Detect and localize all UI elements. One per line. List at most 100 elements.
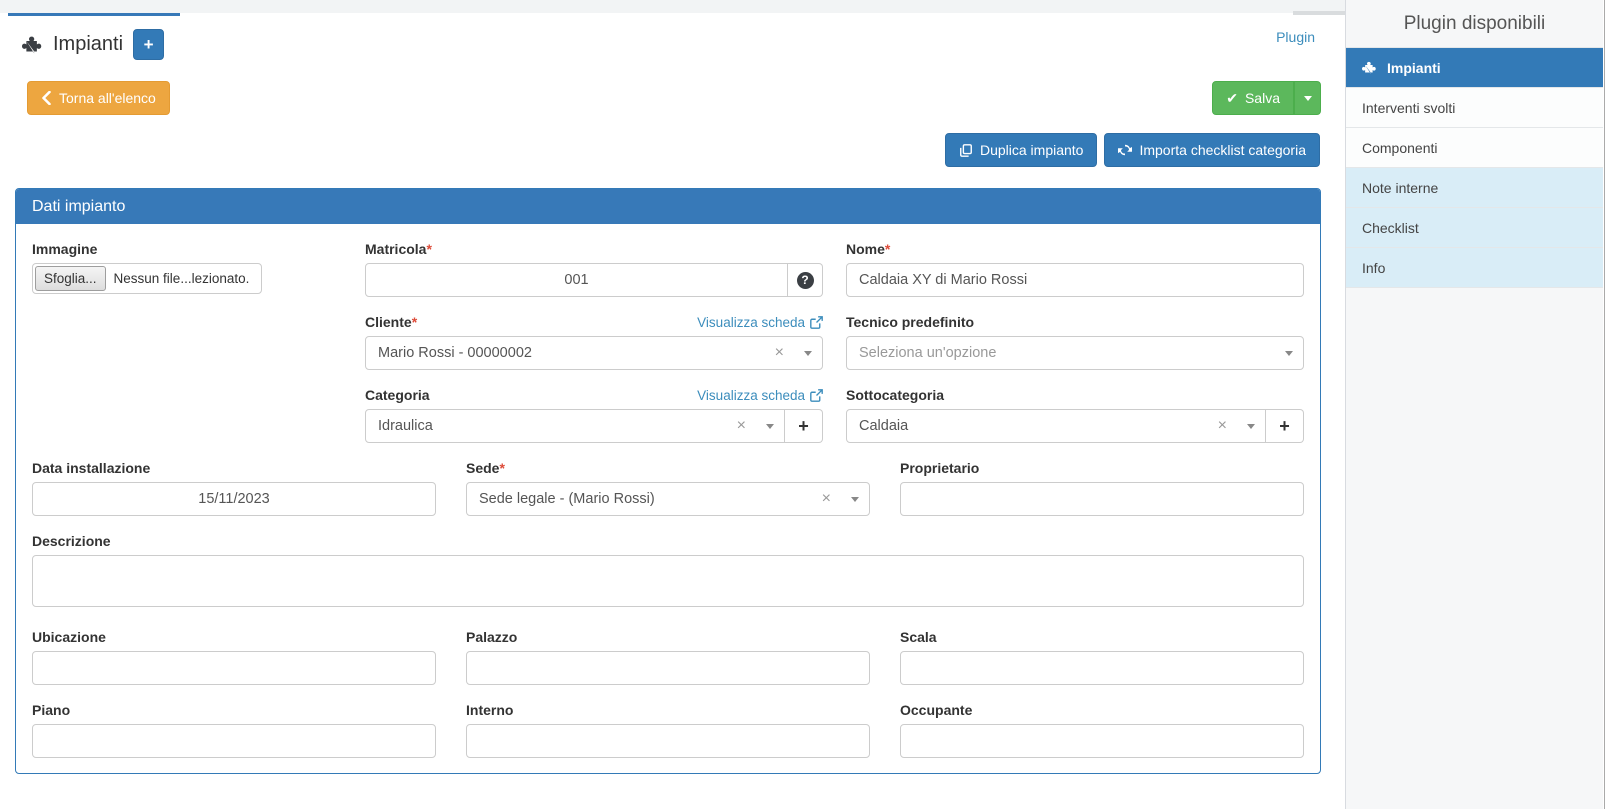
plugin-link[interactable]: Plugin: [1276, 29, 1315, 45]
descrizione-label: Descrizione: [32, 533, 111, 549]
duplicate-button-label: Duplica impianto: [979, 142, 1084, 158]
categoria-selected-value: Idraulica: [378, 418, 433, 434]
scala-label: Scala: [900, 629, 937, 645]
external-link-icon: [810, 315, 823, 329]
external-link-icon: [810, 388, 823, 402]
top-strip: [0, 0, 1345, 13]
panel-title: Dati impianto: [16, 189, 1320, 224]
palazzo-input[interactable]: [466, 651, 870, 685]
save-button[interactable]: ✔ Salva: [1212, 81, 1294, 115]
toolbar: Torna all'elenco ✔ Salva: [27, 81, 1321, 115]
sidebar-item-label: Componenti: [1362, 139, 1438, 156]
sidebar-items: Impianti Interventi svolti Componenti No…: [1346, 47, 1603, 288]
caret-down-icon: [1285, 350, 1293, 356]
plus-icon: +: [1279, 416, 1290, 436]
dati-impianto-panel: Dati impianto Immagine Sfoglia... Nessun…: [15, 188, 1321, 774]
scrollbar[interactable]: [1604, 0, 1609, 809]
descrizione-textarea[interactable]: [32, 555, 1304, 607]
duplicate-button[interactable]: Duplica impianto: [944, 133, 1098, 167]
caret-down-icon: [851, 496, 859, 502]
clear-icon[interactable]: ×: [774, 344, 784, 361]
plugin-tab-border: [1293, 11, 1345, 15]
required-marker: *: [884, 241, 891, 257]
question-circle-icon: ?: [796, 271, 814, 289]
categoria-view-link[interactable]: Visualizza scheda: [697, 388, 823, 403]
clear-icon[interactable]: ×: [736, 417, 746, 434]
sottocategoria-select[interactable]: Caldaia ×: [846, 409, 1266, 443]
tab-title: Impianti: [53, 33, 124, 55]
cliente-selected-value: Mario Rossi - 00000002: [378, 345, 532, 361]
palazzo-label: Palazzo: [466, 629, 518, 645]
sidebar-item-impianti[interactable]: Impianti: [1346, 48, 1603, 88]
piano-label: Piano: [32, 702, 71, 718]
cliente-view-link[interactable]: Visualizza scheda: [697, 315, 823, 330]
refresh-icon: [1118, 143, 1133, 157]
clear-icon[interactable]: ×: [1217, 417, 1227, 434]
required-marker: *: [499, 460, 505, 476]
browse-button[interactable]: Sfoglia...: [35, 266, 106, 291]
required-marker: *: [426, 241, 432, 257]
plus-icon: +: [798, 416, 809, 436]
tecnico-label: Tecnico predefinito: [846, 314, 975, 330]
sidebar-item-note-interne[interactable]: Note interne: [1346, 168, 1603, 208]
sede-select[interactable]: Sede legale - (Mario Rossi) ×: [466, 482, 870, 516]
file-selected-text: Nessun file...lezionato.: [113, 271, 250, 286]
sede-selected-value: Sede legale - (Mario Rossi): [479, 491, 655, 507]
caret-down-icon: [766, 423, 774, 429]
add-tab-button[interactable]: +: [133, 29, 165, 60]
clear-icon[interactable]: ×: [821, 490, 831, 507]
add-sottocategoria-button[interactable]: +: [1266, 409, 1304, 443]
matricola-help-addon[interactable]: ?: [788, 263, 823, 297]
occupante-label: Occupante: [900, 702, 973, 718]
sidebar-item-interventi-svolti[interactable]: Interventi svolti: [1346, 88, 1603, 128]
sidebar-item-label: Interventi svolti: [1362, 99, 1456, 116]
plugins-sidebar: Plugin disponibili Impianti Interventi s…: [1345, 0, 1603, 809]
save-button-label: Salva: [1244, 90, 1280, 106]
immagine-label: Immagine: [32, 241, 98, 257]
categoria-select[interactable]: Idraulica ×: [365, 409, 785, 443]
copy-icon: [959, 143, 973, 158]
piano-input[interactable]: [32, 724, 436, 758]
sottocategoria-selected-value: Caldaia: [859, 418, 909, 434]
secondary-actions: Duplica impianto Importa checklist categ…: [944, 133, 1320, 167]
data-installazione-input[interactable]: [32, 482, 436, 516]
sidebar-item-info[interactable]: Info: [1346, 248, 1603, 288]
save-dropdown-button[interactable]: [1294, 81, 1321, 115]
caret-down-icon: [1303, 95, 1312, 101]
check-icon: ✔: [1226, 89, 1238, 106]
sidebar-item-componenti[interactable]: Componenti: [1346, 128, 1603, 168]
main-content: Impianti + Plugin Torna all'elenco ✔ Sal…: [0, 0, 1345, 774]
sidebar-item-label: Note interne: [1362, 179, 1439, 196]
occupante-input[interactable]: [900, 724, 1304, 758]
back-button-label: Torna all'elenco: [59, 90, 156, 106]
interno-label: Interno: [466, 702, 514, 718]
caret-down-icon: [804, 350, 812, 356]
nome-input[interactable]: [846, 263, 1304, 297]
categoria-label: Categoria: [365, 387, 430, 403]
immagine-file-input[interactable]: Sfoglia... Nessun file...lezionato.: [32, 263, 262, 294]
plus-icon: +: [143, 34, 154, 54]
cliente-select[interactable]: Mario Rossi - 00000002 ×: [365, 336, 823, 370]
add-categoria-button[interactable]: +: [785, 409, 823, 443]
ubicazione-input[interactable]: [32, 651, 436, 685]
caret-down-icon: [1247, 423, 1255, 429]
chevron-left-icon: [41, 91, 52, 105]
required-marker: *: [411, 314, 418, 330]
puzzle-icon: [22, 34, 43, 55]
matricola-input[interactable]: [365, 263, 788, 297]
nome-label: Nome*: [846, 241, 891, 257]
sidebar-title: Plugin disponibili: [1403, 13, 1546, 34]
sottocategoria-label: Sottocategoria: [846, 387, 945, 403]
matricola-label: Matricola*: [365, 241, 432, 257]
import-checklist-button[interactable]: Importa checklist categoria: [1104, 133, 1320, 167]
panel-body: Immagine Sfoglia... Nessun file...lezion…: [16, 224, 1320, 775]
back-to-list-button[interactable]: Torna all'elenco: [27, 81, 170, 115]
proprietario-input[interactable]: [900, 482, 1304, 516]
interno-input[interactable]: [466, 724, 870, 758]
tab-impianti[interactable]: Impianti +: [8, 13, 180, 73]
sidebar-item-checklist[interactable]: Checklist: [1346, 208, 1603, 248]
tecnico-select[interactable]: Seleziona un'opzione: [846, 336, 1304, 370]
scala-input[interactable]: [900, 651, 1304, 685]
sidebar-item-label: Checklist: [1362, 219, 1419, 236]
